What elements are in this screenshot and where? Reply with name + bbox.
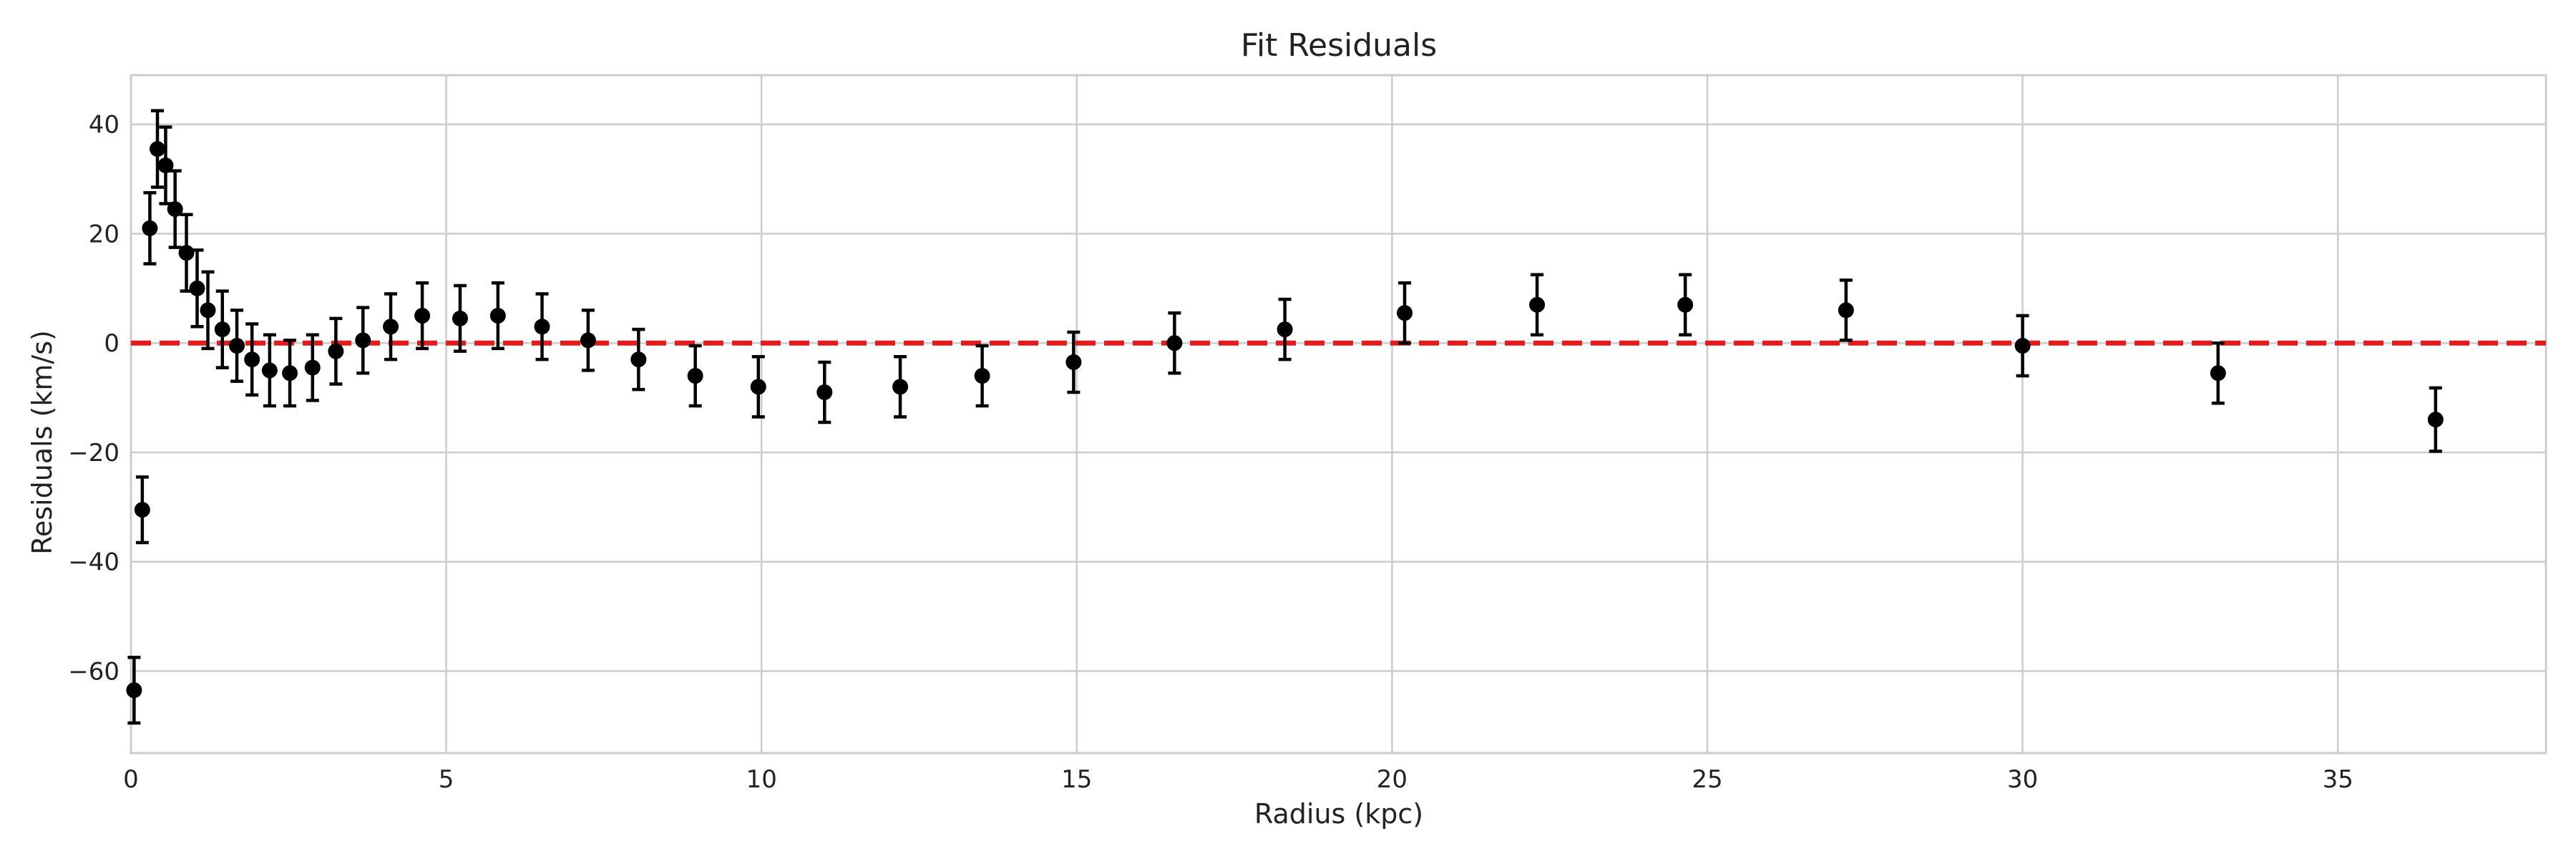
data-point	[1166, 335, 1183, 351]
data-point-group	[2210, 341, 2226, 405]
data-point	[452, 310, 468, 326]
data-point	[214, 321, 230, 338]
data-point-group	[304, 333, 321, 402]
data-point	[1065, 354, 1082, 370]
data-point	[355, 332, 371, 349]
data-point	[282, 365, 298, 382]
y-tick-label: −40	[68, 548, 119, 577]
data-point-group	[1277, 297, 1293, 361]
data-point	[383, 319, 399, 335]
data-point	[892, 379, 909, 395]
x-tick-label: 10	[746, 765, 777, 794]
data-point	[687, 368, 703, 384]
data-point-group	[244, 322, 260, 397]
data-point	[304, 359, 321, 376]
y-tick-label: 20	[89, 220, 119, 248]
data-point	[200, 302, 216, 319]
data-point	[1397, 305, 1413, 321]
data-point-group	[150, 109, 166, 189]
data-point	[630, 351, 647, 368]
data-point	[2210, 365, 2226, 382]
data-point-group	[534, 292, 550, 361]
data-point	[244, 351, 260, 368]
data-point-group	[1166, 311, 1183, 375]
data-point-group	[355, 306, 371, 375]
data-point	[2014, 338, 2031, 354]
data-point-group	[750, 355, 766, 419]
data-point	[142, 220, 158, 236]
x-tick-label: 35	[2323, 765, 2353, 794]
y-axis-label: Residuals (km/s)	[26, 330, 58, 555]
y-tick-label: −20	[68, 439, 119, 467]
data-point-group	[489, 281, 506, 351]
data-point	[328, 343, 344, 359]
data-point-group	[229, 309, 245, 383]
x-tick-label: 20	[1377, 765, 1407, 794]
data-point	[1838, 302, 1854, 319]
data-point-group	[2014, 314, 2031, 378]
data-point-group	[1529, 273, 1546, 337]
data-point	[2427, 412, 2444, 428]
data-point	[414, 308, 431, 324]
data-point-group	[1838, 278, 1854, 342]
data-point-group	[189, 248, 205, 329]
data-point-group	[178, 213, 195, 293]
data-point	[150, 141, 166, 157]
x-tick-label: 25	[1692, 765, 1722, 794]
data-point-group	[414, 281, 431, 351]
data-point	[126, 682, 142, 699]
data-point-group	[1397, 281, 1413, 345]
y-tick-label: −60	[68, 657, 119, 686]
y-tick-label: 0	[104, 329, 119, 358]
data-point-group	[1065, 330, 1082, 394]
data-point-group	[328, 316, 344, 386]
tick-labels: 0 5 10 15 20 25 30 35 −60 −40 −20 0 20 40	[68, 111, 2353, 794]
data-point-group	[383, 292, 399, 361]
data-point	[974, 368, 990, 384]
data-point-group	[816, 360, 833, 424]
x-tick-label: 0	[123, 765, 139, 794]
data-point-group	[892, 355, 909, 419]
data-point	[229, 338, 245, 354]
data-point-group	[687, 344, 703, 408]
x-tick-label: 15	[1061, 765, 1092, 794]
data-point	[178, 245, 195, 261]
x-tick-label: 30	[2007, 765, 2038, 794]
data-point	[261, 362, 278, 379]
x-tick-label: 5	[439, 765, 454, 794]
y-tick-label: 40	[89, 111, 119, 140]
data-point-group	[282, 339, 298, 408]
data-point	[134, 502, 150, 518]
data-point-group	[580, 309, 596, 372]
data-point-group	[2427, 386, 2444, 453]
data-point-group	[142, 190, 158, 266]
data-point	[580, 332, 596, 349]
data-point	[1529, 296, 1546, 313]
data-point	[189, 280, 205, 296]
data-point	[816, 384, 833, 400]
data-point	[1277, 321, 1293, 338]
data-point-group	[200, 270, 216, 351]
data-point-group	[167, 169, 183, 249]
data-point-group	[134, 475, 150, 545]
data-point	[167, 201, 183, 218]
data-point-group	[452, 283, 468, 353]
data-point-group	[261, 333, 278, 408]
data-point	[750, 379, 766, 395]
data-point-group	[214, 289, 230, 369]
x-axis-label: Radius (kpc)	[1254, 798, 1423, 830]
data-point	[534, 319, 550, 335]
data-point-group	[630, 327, 647, 392]
data-point	[1677, 296, 1694, 313]
chart-title: Fit Residuals	[1241, 27, 1437, 64]
plot-frame	[130, 74, 2547, 754]
data-point-group	[1677, 273, 1694, 337]
data-point-group	[126, 656, 142, 725]
data-points-layer	[126, 109, 2444, 725]
data-point	[489, 308, 506, 324]
data-point-group	[974, 344, 990, 408]
